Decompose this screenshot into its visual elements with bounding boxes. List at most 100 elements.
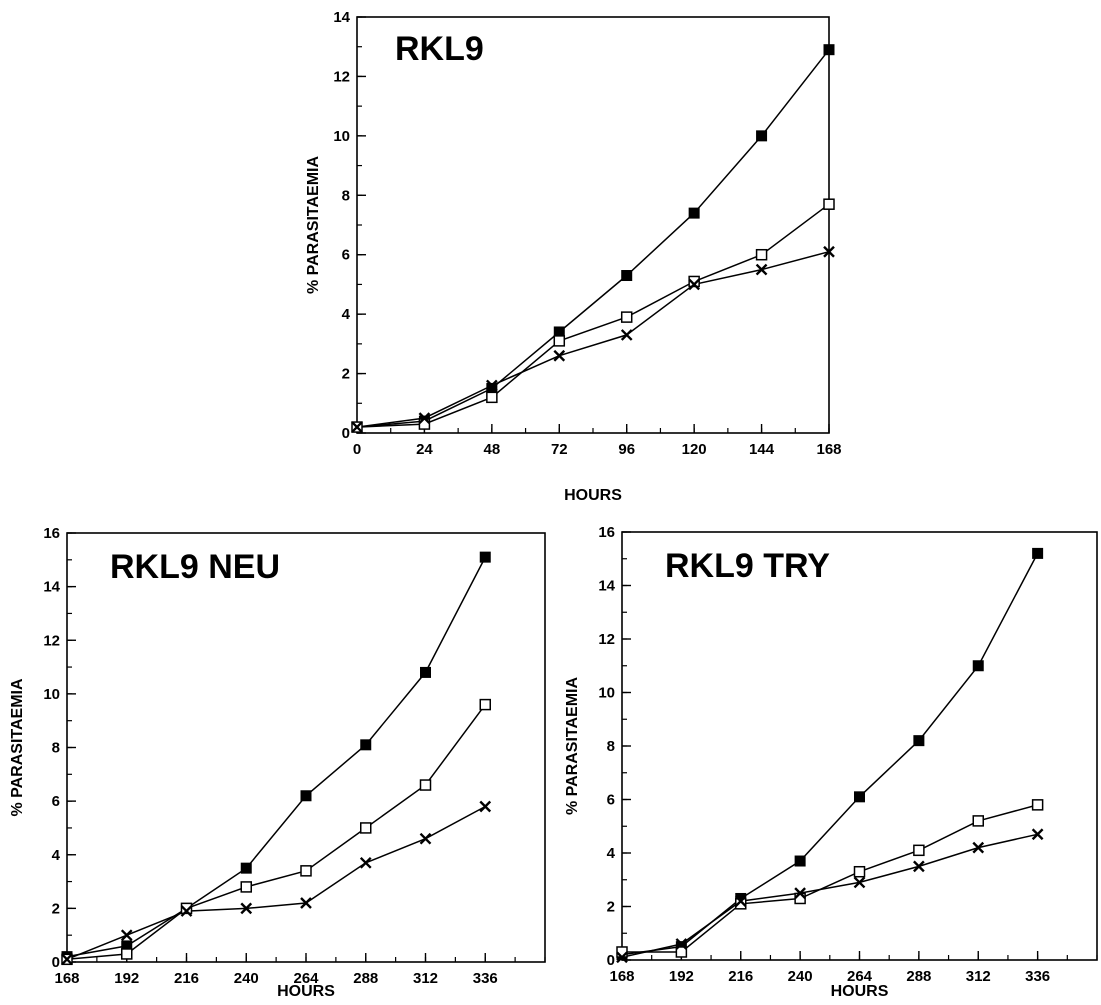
point-filled-square bbox=[420, 666, 431, 678]
point-cross bbox=[180, 905, 193, 917]
x-tick-label: 192 bbox=[114, 970, 139, 987]
chart-panel-2: 168 192 216 240 264 288 312 336 0 2 4 6 8 10 12 14 16 HOU… bbox=[564, 524, 1098, 1000]
panel-title: RKL9 TRY bbox=[665, 547, 830, 585]
point-cross bbox=[688, 278, 700, 291]
x-tick-label: 168 bbox=[54, 970, 79, 987]
point-open-square bbox=[553, 335, 566, 347]
point-filled-square bbox=[972, 660, 984, 672]
plot-frame bbox=[356, 16, 830, 434]
point-open-square bbox=[1031, 799, 1044, 811]
y-tick-label: 0 bbox=[607, 952, 615, 969]
point-filled-square bbox=[1032, 547, 1044, 559]
y-tick-label: 16 bbox=[43, 525, 60, 542]
point-filled-square bbox=[913, 735, 925, 747]
y-tick-label: 10 bbox=[333, 128, 350, 145]
y-tick-label: 4 bbox=[342, 306, 351, 323]
chart-panel-1: 168 192 216 240 264 288 312 336 0 2 4 6 8 10 12 14 16 HOU… bbox=[9, 525, 546, 1000]
point-open-square bbox=[479, 698, 491, 711]
x-tick-label: 96 bbox=[618, 441, 635, 458]
x-tick-label: 168 bbox=[609, 968, 634, 985]
x-tick-label: 288 bbox=[906, 968, 931, 985]
series-line-open-square bbox=[622, 804, 1038, 953]
point-cross bbox=[61, 953, 73, 966]
x-tick-label: 168 bbox=[816, 441, 841, 458]
point-filled-square bbox=[854, 791, 865, 803]
y-tick-label: 0 bbox=[342, 425, 350, 442]
point-open-square bbox=[180, 902, 193, 915]
x-tick-label: 264 bbox=[293, 970, 319, 987]
point-cross bbox=[359, 856, 372, 869]
point-cross bbox=[734, 895, 747, 907]
point-cross bbox=[418, 412, 431, 424]
x-tick-label: 216 bbox=[728, 968, 753, 985]
point-cross bbox=[300, 897, 312, 909]
point-open-square bbox=[419, 779, 432, 791]
point-filled-square bbox=[794, 855, 806, 867]
y-tick-label: 10 bbox=[43, 686, 60, 703]
point-filled-square bbox=[300, 790, 312, 802]
x-tick-label: 336 bbox=[473, 970, 498, 987]
point-cross bbox=[913, 860, 925, 873]
panel-title: RKL9 bbox=[395, 30, 484, 68]
point-open-square bbox=[675, 946, 688, 958]
y-tick-label: 8 bbox=[607, 738, 615, 755]
x-tick-label: 264 bbox=[847, 968, 873, 985]
x-tick-label: 240 bbox=[234, 970, 259, 987]
x-tick-label: 216 bbox=[174, 970, 199, 987]
x-tick-label: 192 bbox=[669, 968, 694, 985]
x-axis-title: HOURS bbox=[564, 487, 622, 504]
point-cross bbox=[479, 800, 492, 813]
point-open-square bbox=[913, 844, 925, 857]
y-axis-title: % PARASITAEMIA bbox=[305, 156, 322, 295]
point-cross bbox=[120, 929, 133, 942]
point-open-square bbox=[853, 865, 866, 878]
series-line-open-square bbox=[356, 203, 830, 428]
point-filled-square bbox=[621, 270, 633, 282]
point-cross bbox=[240, 902, 253, 915]
point-filled-square bbox=[688, 207, 700, 219]
series-line-open-square bbox=[66, 704, 486, 961]
x-tick-label: 312 bbox=[413, 970, 438, 987]
point-cross bbox=[553, 349, 566, 362]
x-tick-label: 24 bbox=[416, 441, 433, 458]
point-open-square bbox=[121, 948, 133, 960]
panel-title: RKL9 NEU bbox=[110, 548, 280, 586]
y-tick-label: 12 bbox=[598, 631, 615, 648]
y-axis-title: % PARASITAEMIA bbox=[9, 678, 26, 817]
point-filled-square bbox=[756, 130, 768, 142]
x-tick-label: 120 bbox=[682, 441, 707, 458]
x-tick-label: 336 bbox=[1025, 968, 1050, 985]
x-tick-label: 312 bbox=[966, 968, 991, 985]
point-cross bbox=[351, 421, 363, 433]
point-cross bbox=[620, 329, 633, 341]
x-tick-label: 288 bbox=[353, 970, 378, 987]
x-tick-label: 144 bbox=[749, 441, 775, 458]
y-tick-label: 16 bbox=[598, 524, 615, 541]
point-cross bbox=[823, 245, 835, 258]
x-tick-label: 0 bbox=[353, 441, 361, 458]
series-line-cross bbox=[621, 833, 1038, 959]
series-line-filled-square bbox=[356, 49, 830, 428]
point-cross bbox=[853, 876, 866, 889]
point-cross bbox=[755, 263, 768, 276]
point-filled-square bbox=[823, 44, 835, 56]
y-tick-label: 0 bbox=[52, 954, 60, 971]
x-tick-label: 240 bbox=[788, 968, 813, 985]
point-cross bbox=[419, 832, 432, 845]
y-tick-label: 2 bbox=[607, 899, 615, 916]
y-tick-label: 4 bbox=[52, 847, 61, 864]
point-open-square bbox=[972, 815, 984, 827]
series-line-filled-square bbox=[621, 553, 1039, 956]
x-axis-title: HOURS bbox=[277, 983, 335, 1000]
point-open-square bbox=[620, 311, 633, 323]
y-tick-label: 14 bbox=[598, 578, 615, 595]
point-cross bbox=[794, 887, 806, 899]
y-tick-label: 6 bbox=[342, 247, 350, 264]
series-line-filled-square bbox=[66, 556, 486, 958]
point-open-square bbox=[240, 881, 252, 893]
y-tick-label: 14 bbox=[333, 9, 350, 26]
point-open-square bbox=[823, 198, 835, 210]
point-cross bbox=[616, 951, 628, 964]
